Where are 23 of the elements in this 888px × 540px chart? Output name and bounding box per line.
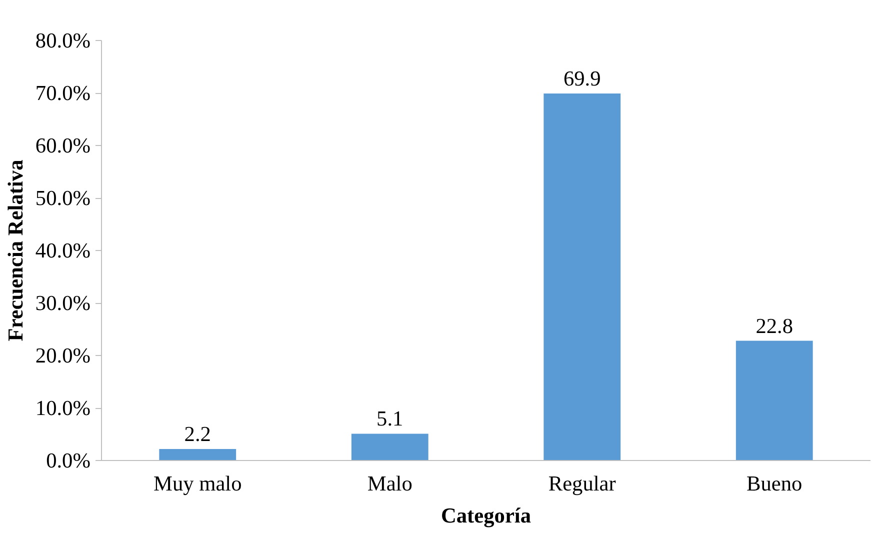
- data-label: 5.1: [376, 406, 404, 431]
- y-tick-label: 30.0%: [35, 291, 91, 315]
- y-tick-label: 10.0%: [35, 396, 91, 420]
- bar: [544, 94, 621, 460]
- y-tick-label: 70.0%: [35, 81, 91, 105]
- data-label: 22.8: [756, 314, 794, 338]
- y-tick-label: 0.0%: [46, 448, 91, 472]
- x-tick-label: Bueno: [746, 472, 802, 496]
- y-tick-label: 80.0%: [35, 28, 91, 52]
- data-label: 69.9: [563, 66, 601, 91]
- data-label: 2.2: [184, 422, 211, 446]
- bar: [159, 448, 236, 460]
- y-tick-label: 50.0%: [35, 186, 91, 210]
- y-tick-label: 40.0%: [35, 238, 91, 262]
- bar: [351, 434, 428, 460]
- x-tick-label: Regular: [548, 472, 616, 496]
- y-axis-title: Frecuencia Relativa: [3, 159, 28, 342]
- x-axis-title: Categoría: [440, 504, 532, 528]
- y-tick-label: 20.0%: [35, 344, 91, 368]
- x-tick-label: Malo: [367, 472, 412, 496]
- y-tick-label: 60.0%: [35, 134, 91, 158]
- bar: [736, 340, 813, 460]
- x-tick-label: Muy malo: [153, 472, 242, 496]
